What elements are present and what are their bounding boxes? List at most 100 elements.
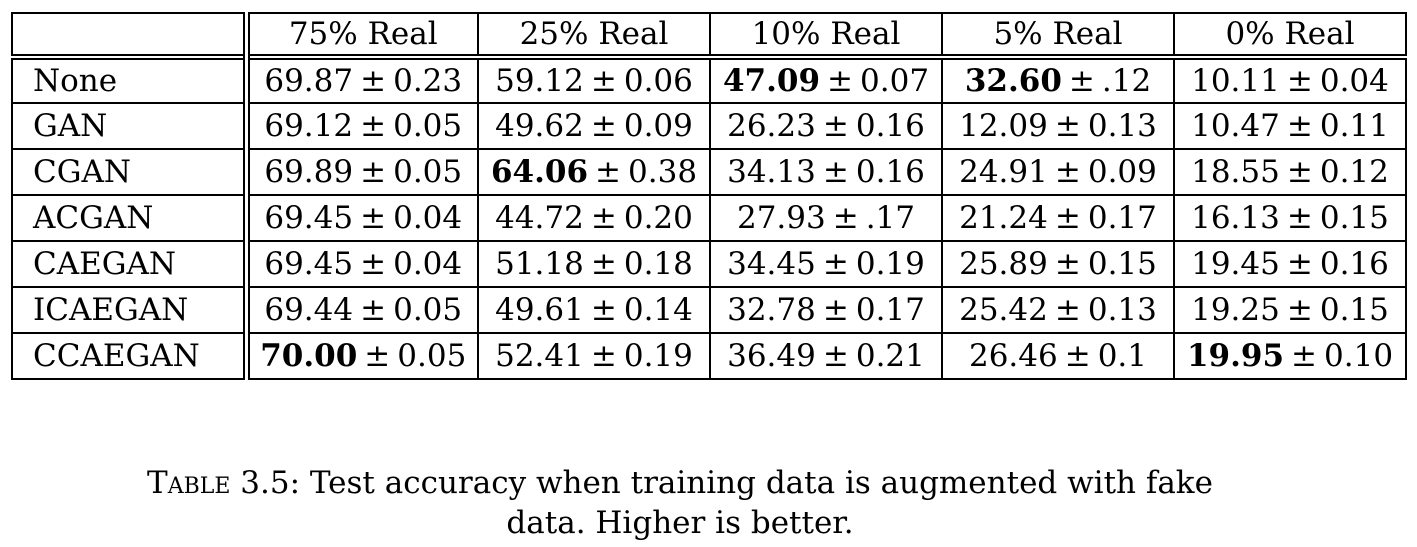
plus-minus-symbol: ± (1054, 107, 1081, 144)
accuracy-mean: 49.61 (495, 291, 584, 328)
accuracy-cell: 36.49 ±0.21 (709, 332, 943, 380)
plus-minus-symbol: ± (360, 199, 387, 236)
accuracy-mean: 51.18 (495, 245, 584, 282)
accuracy-std: 0.07 (860, 62, 930, 99)
accuracy-cell: 25.89 ±0.15 (941, 240, 1175, 288)
method-name: None (11, 56, 250, 104)
accuracy-mean: 36.49 (727, 337, 816, 374)
accuracy-cell: 12.09 ±0.13 (941, 102, 1175, 150)
accuracy-mean: 49.62 (495, 107, 584, 144)
accuracy-std: 0.17 (1087, 199, 1157, 236)
table-body: None 69.87 ±0.23 59.12 ±0.06 47.09 ±0.07 32.60 ±… (11, 56, 1407, 380)
accuracy-std: 0.17 (855, 291, 925, 328)
accuracy-std: 0.09 (1087, 153, 1157, 190)
plus-minus-symbol: ± (360, 107, 387, 144)
accuracy-mean: 34.13 (727, 153, 816, 190)
accuracy-mean: 69.12 (264, 107, 354, 144)
table-row: CAEGAN 69.45 ±0.04 51.18 ±0.18 34.45 ±0.19 25.8… (11, 240, 1407, 288)
plus-minus-symbol: ± (360, 153, 387, 190)
accuracy-std: 0.20 (623, 199, 693, 236)
plus-minus-symbol: ± (822, 291, 849, 328)
table-row: ICAEGAN 69.44 ±0.05 49.61 ±0.14 32.78 ±0.17 25.… (11, 286, 1407, 334)
accuracy-std: 0.05 (393, 291, 463, 328)
accuracy-mean: 69.45 (264, 245, 354, 282)
plus-minus-symbol: ± (827, 62, 854, 99)
accuracy-std: 0.15 (1319, 199, 1389, 236)
accuracy-cell: 69.89 ±0.05 (245, 148, 479, 196)
accuracy-mean: 47.09 (722, 62, 821, 99)
accuracy-std: 0.06 (623, 62, 693, 99)
accuracy-mean: 26.46 (968, 337, 1058, 374)
accuracy-cell: 32.60 ± .12 (941, 56, 1175, 104)
column-header: 25% Real (477, 12, 711, 60)
method-name: GAN (11, 102, 250, 150)
method-name: ACGAN (11, 194, 250, 242)
header-row: 75% Real 25% Real 10% Real 5% Real 0% Re… (11, 12, 1407, 60)
plus-minus-symbol: ± (822, 153, 849, 190)
accuracy-cell: 32.78 ±0.17 (709, 286, 943, 334)
accuracy-mean: 25.42 (959, 291, 1048, 328)
accuracy-cell: 49.61 ±0.14 (477, 286, 711, 334)
method-name: CAEGAN (11, 240, 250, 288)
accuracy-cell: 19.25 ±0.15 (1173, 286, 1407, 334)
table-row: None 69.87 ±0.23 59.12 ±0.06 47.09 ±0.07 32.60 ±… (11, 56, 1407, 104)
accuracy-cell: 64.06 ±0.38 (477, 148, 711, 196)
accuracy-mean: 16.13 (1191, 199, 1280, 236)
accuracy-mean: 18.55 (1191, 153, 1280, 190)
method-name: ICAEGAN (11, 286, 250, 334)
accuracy-mean: 69.45 (264, 199, 354, 236)
accuracy-std: 0.21 (855, 337, 925, 374)
plus-minus-symbol: ± (595, 153, 622, 190)
accuracy-std: 0.15 (1087, 245, 1157, 282)
accuracy-mean: 32.60 (964, 62, 1062, 99)
column-header: 5% Real (941, 12, 1175, 60)
accuracy-cell: 19.95 ±0.10 (1173, 332, 1407, 380)
method-name: CGAN (11, 148, 250, 196)
plus-minus-symbol: ± (822, 107, 849, 144)
accuracy-cell: 34.13 ±0.16 (709, 148, 943, 196)
table-row: GAN 69.12 ±0.05 49.62 ±0.09 26.23 ±0.16 12.09 ±0… (11, 102, 1407, 150)
table-row: ACGAN 69.45 ±0.04 44.72 ±0.20 27.93 ± .17 21.24 ±… (11, 194, 1407, 242)
table-row: CCAEGAN 70.00 ±0.05 52.41 ±0.19 36.49 ±0.21 26.… (11, 332, 1407, 380)
accuracy-mean: 21.24 (959, 199, 1048, 236)
accuracy-mean: 59.12 (495, 62, 584, 99)
column-header: 0% Real (1173, 12, 1407, 60)
accuracy-cell: 69.45 ±0.04 (245, 194, 479, 242)
accuracy-cell: 52.41 ±0.19 (477, 332, 711, 380)
plus-minus-symbol: ± (1286, 107, 1313, 144)
accuracy-mean: 69.89 (264, 153, 354, 190)
plus-minus-symbol: ± (590, 291, 617, 328)
accuracy-mean: 10.11 (1191, 62, 1280, 99)
accuracy-cell: 10.11 ±0.04 (1173, 56, 1407, 104)
accuracy-std: .12 (1101, 62, 1152, 99)
accuracy-mean: 32.78 (727, 291, 816, 328)
accuracy-cell: 69.87 ±0.23 (245, 56, 479, 104)
accuracy-mean: 70.00 (260, 337, 358, 374)
plus-minus-symbol: ± (822, 337, 849, 374)
accuracy-mean: 64.06 (490, 153, 589, 190)
accuracy-cell: 59.12 ±0.06 (477, 56, 711, 104)
accuracy-std: 0.05 (393, 153, 463, 190)
caption-text: Test accuracy when training data is augm… (309, 465, 1213, 501)
accuracy-cell: 18.55 ±0.12 (1173, 148, 1407, 196)
accuracy-std: 0.09 (623, 107, 693, 144)
accuracy-std: 0.05 (397, 337, 467, 374)
plus-minus-symbol: ± (1068, 62, 1095, 99)
accuracy-std: 0.04 (1319, 62, 1389, 99)
accuracy-std: 0.05 (393, 107, 463, 144)
plus-minus-symbol: ± (1054, 291, 1081, 328)
accuracy-cell: 24.91 ±0.09 (941, 148, 1175, 196)
accuracy-cell: 44.72 ±0.20 (477, 194, 711, 242)
accuracy-mean: 10.47 (1191, 107, 1280, 144)
corner-cell (11, 12, 250, 60)
accuracy-cell: 69.45 ±0.04 (245, 240, 479, 288)
accuracy-mean: 26.23 (727, 107, 816, 144)
accuracy-cell: 10.47 ±0.11 (1173, 102, 1407, 150)
accuracy-cell: 34.45 ±0.19 (709, 240, 943, 288)
accuracy-mean: 69.44 (264, 291, 354, 328)
accuracy-cell: 69.44 ±0.05 (245, 286, 479, 334)
plus-minus-symbol: ± (1054, 153, 1081, 190)
accuracy-std: 0.1 (1097, 337, 1148, 374)
accuracy-mean: 34.45 (727, 245, 816, 282)
accuracy-mean: 52.41 (495, 337, 584, 374)
